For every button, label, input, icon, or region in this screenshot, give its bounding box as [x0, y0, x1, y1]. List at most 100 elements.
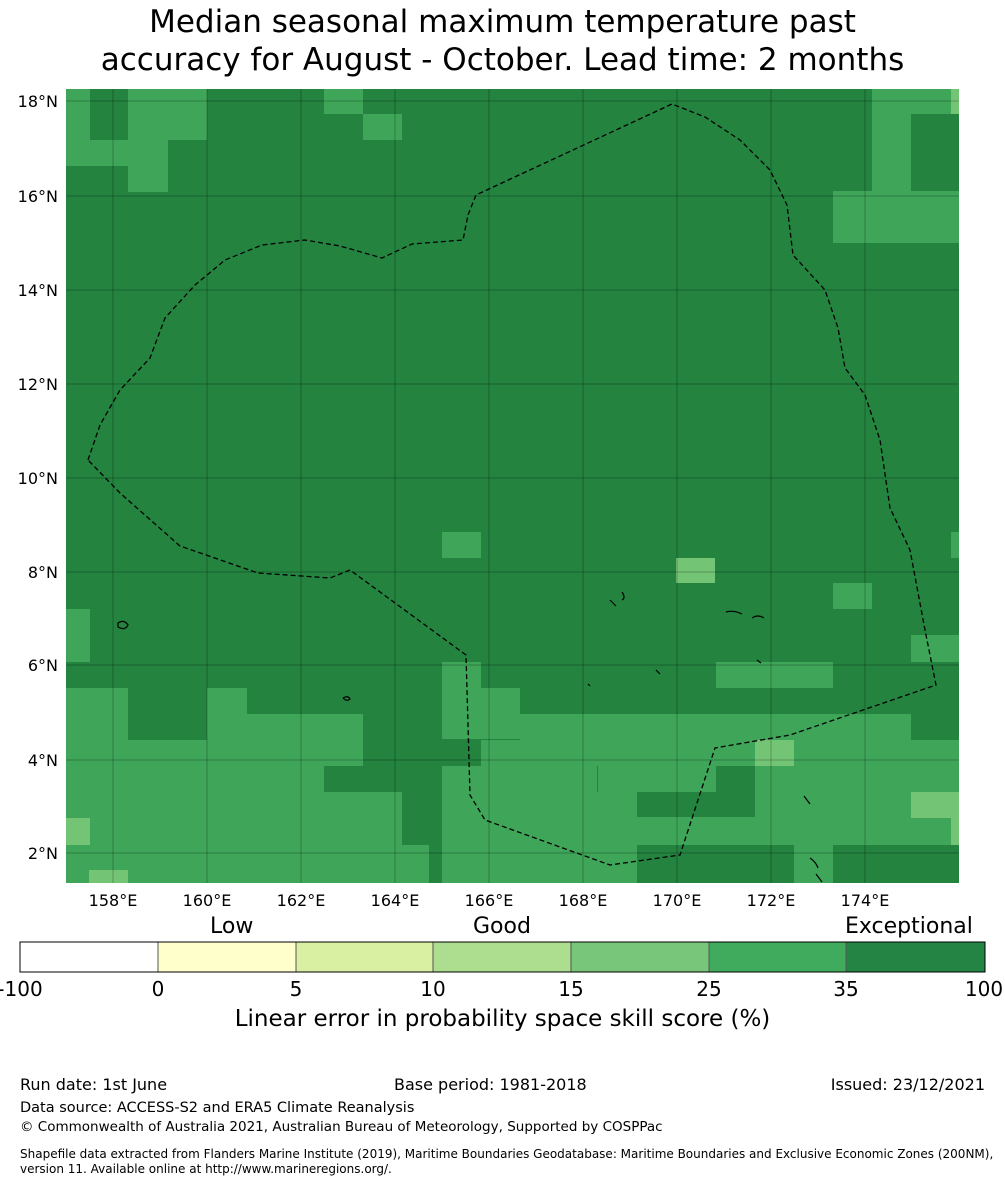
- skill-cell-exceptional: [637, 792, 716, 817]
- longitude-tick-label: 170°E: [653, 891, 702, 910]
- longitude-tick-label: 172°E: [747, 891, 796, 910]
- colorbar-tick: 15: [558, 977, 584, 1001]
- skill-cell-very-good: [951, 532, 959, 558]
- island: [609, 591, 625, 607]
- colorbar-segment: [845, 941, 986, 973]
- colorbar-segment: [19, 941, 159, 973]
- longitude-tick-label: 158°E: [89, 891, 138, 910]
- skill-cell-very-good: [833, 191, 959, 243]
- skill-cell-good: [676, 558, 715, 583]
- skill-cell-good: [755, 740, 794, 766]
- colorbar-frame: [19, 941, 986, 973]
- longitude-labels: 158°E 160°E 162°E 164°E 166°E 168°E 170°E 172°E…: [89, 891, 890, 910]
- latitude-labels: 18°N 16°N 14°N 12°N 10°N 8°N 6°N 4°N 2°N: [18, 92, 58, 863]
- colorbar-segment: [570, 941, 710, 973]
- skill-cell-very-good: [911, 818, 951, 845]
- skill-cell-very-good: [66, 89, 90, 166]
- colorbar-segment: [708, 941, 847, 973]
- island: [725, 610, 765, 619]
- colorbar-label-exceptional: Exceptional: [845, 914, 973, 939]
- skill-cell-very-good: [128, 89, 207, 140]
- skill-cell-very-good: [911, 635, 959, 662]
- latitude-tick-label: 2°N: [28, 844, 58, 863]
- latitude-tick-label: 10°N: [18, 469, 58, 488]
- skill-cell-exceptional: [324, 766, 402, 792]
- skill-cell-very-good: [520, 714, 911, 740]
- colorbar-segment: [295, 941, 434, 973]
- latitude-tick-label: 6°N: [28, 656, 58, 675]
- skill-cell-very-good: [324, 89, 363, 114]
- skill-cell-very-good: [363, 114, 402, 140]
- skill-cell-very-good: [128, 740, 207, 845]
- skill-cell-very-good: [442, 532, 481, 558]
- latitude-tick-label: 14°N: [18, 281, 58, 300]
- latitude-tick-label: 12°N: [18, 375, 58, 394]
- longitude-tick-label: 168°E: [559, 891, 608, 910]
- island: [342, 696, 351, 701]
- longitude-tick-label: 164°E: [371, 891, 420, 910]
- longitude-tick-label: 162°E: [277, 891, 326, 910]
- copyright: © Commonwealth of Australia 2021, Austra…: [20, 1119, 663, 1135]
- data-source: Data source: ACCESS-S2 and ERA5 Climate …: [20, 1100, 415, 1116]
- skill-cell-very-good: [207, 714, 363, 766]
- skill-cell-very-good: [911, 740, 959, 792]
- colorbar-tick: 25: [696, 977, 722, 1001]
- map-title-line-1: Median seasonal maximum temperature past: [149, 4, 856, 40]
- skill-cell-exceptional: [716, 766, 755, 792]
- latitude-tick-label: 16°N: [18, 187, 58, 206]
- colorbar-segment: [432, 941, 572, 973]
- skill-cell-good: [951, 818, 959, 845]
- island: [587, 659, 762, 687]
- skill-cell-very-good: [872, 89, 951, 114]
- skill-cell-very-good: [90, 140, 168, 166]
- skill-cell-good: [951, 89, 959, 114]
- skill-cell-very-good: [442, 766, 597, 792]
- shapefile-credit-line-2: version 11. Available online at http://w…: [20, 1162, 392, 1176]
- base-period: Base period: 1981-2018: [394, 1075, 587, 1094]
- run-date: Run date: 1st June: [20, 1075, 168, 1094]
- skill-cell-very-good: [207, 688, 247, 714]
- eez-boundary: [87, 103, 937, 866]
- colorbar-label-low: Low: [210, 914, 254, 939]
- island: [803, 795, 823, 883]
- skill-cell-very-good: [716, 662, 833, 688]
- skill-cell-very-good: [442, 662, 481, 688]
- skill-cell-exceptional: [520, 688, 637, 714]
- skill-cell-very-good: [128, 166, 168, 192]
- skill-cell-very-good: [481, 740, 598, 766]
- latitude-tick-label: 18°N: [18, 92, 58, 111]
- skill-grid-cells: [66, 89, 959, 883]
- colorbar-title: Linear error in probability space skill …: [234, 1006, 771, 1032]
- island: [117, 620, 129, 630]
- skill-cell-very-good: [442, 792, 637, 845]
- longitude-tick-label: 174°E: [841, 891, 890, 910]
- island-outlines: [117, 591, 823, 883]
- skill-cell-exceptional: [637, 845, 794, 883]
- skill-cell-very-good: [794, 845, 833, 883]
- colorbar-tick: 100: [964, 977, 1004, 1001]
- map-title-line-2: accuracy for August - October. Lead time…: [100, 42, 905, 78]
- colorbar-tick: 5: [289, 977, 303, 1001]
- colorbar-tick: 10: [420, 977, 446, 1001]
- skill-cell-very-good: [442, 845, 637, 883]
- skill-cell-very-good: [872, 114, 911, 191]
- skill-cell-very-good: [755, 766, 833, 845]
- longitude-tick-label: 160°E: [183, 891, 232, 910]
- skill-cell-very-good: [207, 766, 324, 845]
- skill-cell-good: [911, 792, 959, 818]
- skill-cell-very-good: [833, 583, 872, 609]
- skill-cell-good: [89, 870, 128, 883]
- colorbar-label-good: Good: [473, 914, 531, 939]
- shapefile-credit-line-1: Shapefile data extracted from Flanders M…: [20, 1147, 994, 1161]
- skill-cell-good: [66, 818, 90, 845]
- colorbar-segment: [157, 941, 297, 973]
- skill-cell-very-good: [442, 714, 520, 739]
- latitude-tick-label: 4°N: [28, 751, 58, 770]
- longitude-tick-label: 166°E: [465, 891, 514, 910]
- map-gridlines: [66, 89, 959, 883]
- skill-cell-exceptional: [754, 688, 833, 714]
- skill-cell-very-good: [66, 609, 90, 662]
- skill-cell-very-good: [324, 792, 403, 845]
- latitude-tick-label: 8°N: [28, 563, 58, 582]
